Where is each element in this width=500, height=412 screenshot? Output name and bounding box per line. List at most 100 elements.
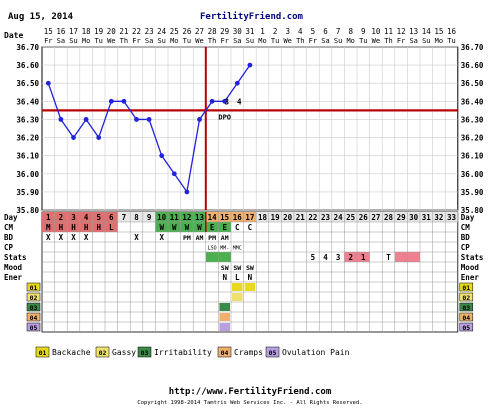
ener-value: L xyxy=(235,273,240,282)
day-cell xyxy=(319,212,332,222)
symptom-code-box-left xyxy=(26,292,41,302)
date-label: 15 xyxy=(44,27,53,36)
day-cell xyxy=(407,212,420,222)
symptom-code-box-left xyxy=(26,322,41,332)
cm-cell xyxy=(218,222,231,232)
date-label: 22 xyxy=(132,27,141,36)
day-number: 30 xyxy=(409,213,419,222)
legend-label: Gassy xyxy=(112,348,136,357)
temperature-point xyxy=(222,98,228,104)
cm-cell xyxy=(180,222,194,232)
footer-url[interactable]: http://www.FertilityFriend.com xyxy=(169,386,332,397)
weekday-label: We xyxy=(107,37,115,45)
day-cell xyxy=(331,212,345,222)
y-tick-right: 36.30 xyxy=(461,115,484,124)
date-label: 25 xyxy=(170,27,179,36)
mood-value: SW xyxy=(233,264,241,272)
temperature-point xyxy=(184,189,190,195)
day-cell xyxy=(243,212,257,222)
weekday-label: Su xyxy=(334,37,342,45)
cm-value: E xyxy=(210,223,215,232)
date-label: 16 xyxy=(447,27,457,36)
day-cell xyxy=(193,212,206,222)
stats-cell xyxy=(357,252,370,262)
weekday-label: Sa xyxy=(321,37,329,45)
ener-value: N xyxy=(248,273,253,282)
date-label: 23 xyxy=(145,27,154,36)
stats-cell-fill xyxy=(205,252,219,262)
date-label: 7 xyxy=(336,27,341,36)
cm-value: W xyxy=(172,223,177,232)
temperature-point xyxy=(209,98,215,104)
weekday-label: Su xyxy=(69,37,77,45)
day-number: 14 xyxy=(208,213,218,222)
symptom-code-box-left xyxy=(26,282,41,292)
weekday-label: Su xyxy=(246,37,254,45)
day-number: 19 xyxy=(271,213,281,222)
symptom-mark xyxy=(219,323,230,331)
day-cell xyxy=(231,212,244,222)
day-number: 10 xyxy=(157,213,167,222)
weekday-label: Th xyxy=(120,37,128,45)
symptom-code-box-right xyxy=(459,322,474,332)
y-tick-right: 35.90 xyxy=(461,188,484,197)
day-number: 16 xyxy=(233,213,243,222)
day-number: 26 xyxy=(359,213,369,222)
bd-value: AM xyxy=(221,234,229,242)
symptom-code-right: 03 xyxy=(462,304,470,312)
mood-value: SW xyxy=(246,264,254,272)
date-label: 11 xyxy=(384,27,393,36)
temperature-point xyxy=(121,98,127,104)
symptom-mark xyxy=(244,283,256,291)
day-number: 7 xyxy=(122,213,127,222)
weekday-label: Th xyxy=(384,37,392,45)
cm-value: W xyxy=(197,223,202,232)
day-cell xyxy=(445,212,458,222)
date-label: 19 xyxy=(94,27,103,36)
day-cell xyxy=(256,212,269,222)
stats-cell xyxy=(407,252,420,262)
bd-value: X xyxy=(159,233,164,242)
stats-value: 2 xyxy=(348,253,353,262)
weekday-label: Tu xyxy=(271,37,279,45)
cm-value: W xyxy=(185,223,190,232)
cm-value: L xyxy=(109,223,114,232)
cm-value: H xyxy=(59,223,64,232)
y-tick-left: 36.20 xyxy=(16,134,39,143)
cp-value: MM- xyxy=(220,246,229,252)
day-cell xyxy=(382,212,395,222)
day-number: 20 xyxy=(283,213,293,222)
row-label-day: Day xyxy=(4,213,18,222)
day-number: 29 xyxy=(397,213,407,222)
cm-value: M xyxy=(46,223,51,232)
cm-value: C xyxy=(235,223,240,232)
y-tick-right: 36.40 xyxy=(461,97,484,106)
day-number: 33 xyxy=(447,213,457,222)
y-tick-right: 36.00 xyxy=(461,170,484,179)
temperature-point xyxy=(71,135,76,140)
date-label: 13 xyxy=(409,27,418,36)
header-brand[interactable]: FertilityFriend.com xyxy=(200,11,304,22)
legend-swatch xyxy=(35,346,50,358)
weekday-label: Mo xyxy=(346,37,354,45)
cm-cell xyxy=(105,222,118,232)
y-tick-right: 36.10 xyxy=(461,152,484,161)
cm-value: C xyxy=(248,223,253,232)
date-label: 30 xyxy=(233,27,243,36)
day-number: 32 xyxy=(434,213,443,222)
day-number: 28 xyxy=(384,213,394,222)
legend-swatch xyxy=(217,346,232,358)
day-number: 13 xyxy=(195,213,205,222)
day-number: 8 xyxy=(134,213,139,222)
date-label: 14 xyxy=(422,27,432,36)
symptom-code-box-left xyxy=(26,312,41,322)
day-number: 12 xyxy=(182,213,191,222)
bd-value: X xyxy=(59,233,64,242)
stats-cell xyxy=(344,252,357,262)
day-number: 15 xyxy=(220,213,229,222)
y-tick-right: 36.60 xyxy=(461,61,484,70)
temperature-point xyxy=(171,171,177,177)
ener-value: N xyxy=(222,273,227,282)
day-cell xyxy=(42,212,55,222)
y-tick-right: 35.80 xyxy=(461,206,484,215)
